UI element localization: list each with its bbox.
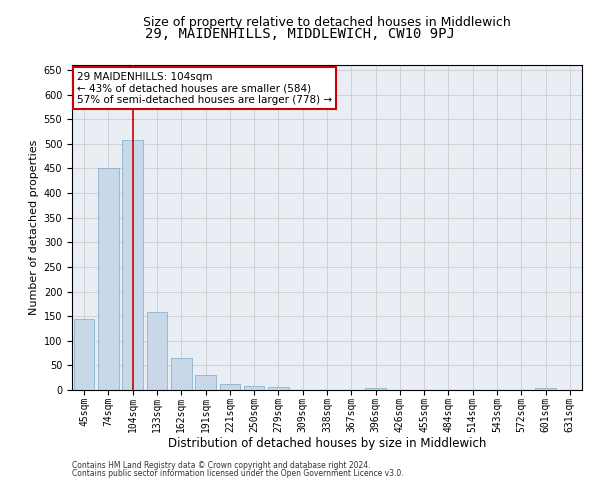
Bar: [146, 312, 167, 390]
Title: Size of property relative to detached houses in Middlewich: Size of property relative to detached ho…: [143, 16, 511, 29]
Bar: [74, 318, 94, 390]
Bar: [535, 388, 556, 390]
Bar: [220, 384, 240, 390]
Bar: [195, 375, 216, 390]
Bar: [122, 140, 143, 390]
Text: Contains public sector information licensed under the Open Government Licence v3: Contains public sector information licen…: [72, 469, 404, 478]
Bar: [268, 387, 289, 390]
Text: Contains HM Land Registry data © Crown copyright and database right 2024.: Contains HM Land Registry data © Crown c…: [72, 460, 371, 469]
Bar: [98, 168, 119, 390]
X-axis label: Distribution of detached houses by size in Middlewich: Distribution of detached houses by size …: [168, 437, 486, 450]
Bar: [365, 388, 386, 390]
Text: 29 MAIDENHILLS: 104sqm
← 43% of detached houses are smaller (584)
57% of semi-de: 29 MAIDENHILLS: 104sqm ← 43% of detached…: [77, 72, 332, 104]
Text: 29, MAIDENHILLS, MIDDLEWICH, CW10 9PJ: 29, MAIDENHILLS, MIDDLEWICH, CW10 9PJ: [145, 28, 455, 42]
Y-axis label: Number of detached properties: Number of detached properties: [29, 140, 40, 315]
Bar: [244, 386, 265, 390]
Bar: [171, 358, 191, 390]
